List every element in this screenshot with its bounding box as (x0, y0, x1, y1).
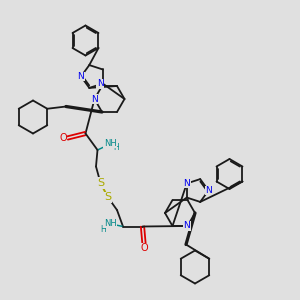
Text: O: O (59, 133, 67, 143)
Text: O: O (140, 243, 148, 253)
Text: N: N (78, 72, 84, 81)
Text: N: N (91, 94, 98, 103)
Text: N: N (183, 179, 190, 188)
Text: N: N (184, 221, 190, 230)
Text: S: S (97, 178, 104, 188)
Text: H: H (113, 143, 119, 152)
Text: H: H (100, 225, 106, 234)
Text: S: S (104, 192, 112, 203)
Text: N: N (97, 79, 104, 88)
Text: NH: NH (104, 139, 116, 148)
Text: NH: NH (104, 219, 117, 228)
Text: N: N (205, 186, 212, 195)
